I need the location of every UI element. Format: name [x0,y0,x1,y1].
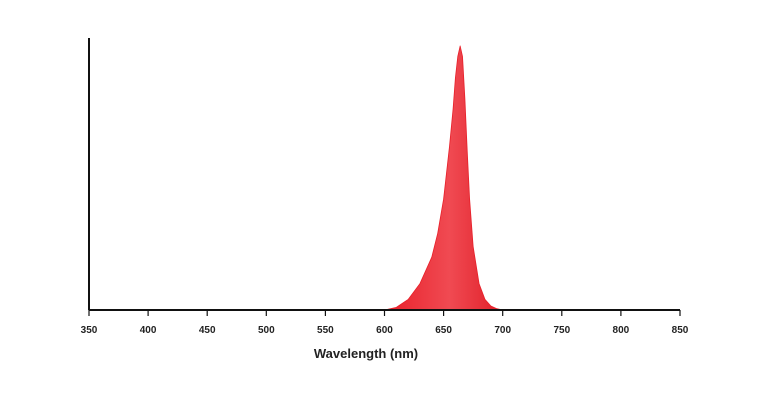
x-axis-title: Wavelength (nm) [314,346,418,361]
x-tick-label: 450 [199,325,216,336]
x-tick-label: 550 [317,325,334,336]
x-tick-label: 800 [613,325,630,336]
x-tick-label: 500 [258,325,275,336]
x-tick-label: 650 [435,325,452,336]
x-tick-label: 850 [672,325,689,336]
spectrum-series-0 [384,45,504,311]
x-tick-label: 750 [553,325,570,336]
x-tick-label: 350 [81,325,98,336]
x-tick-label: 700 [494,325,511,336]
x-axis-ticks: 350 400 450 500 550 600 650 700 750 800 850 [81,310,689,336]
x-tick-label: 600 [376,325,393,336]
x-tick-label: 400 [140,325,157,336]
plot-area [384,45,504,311]
